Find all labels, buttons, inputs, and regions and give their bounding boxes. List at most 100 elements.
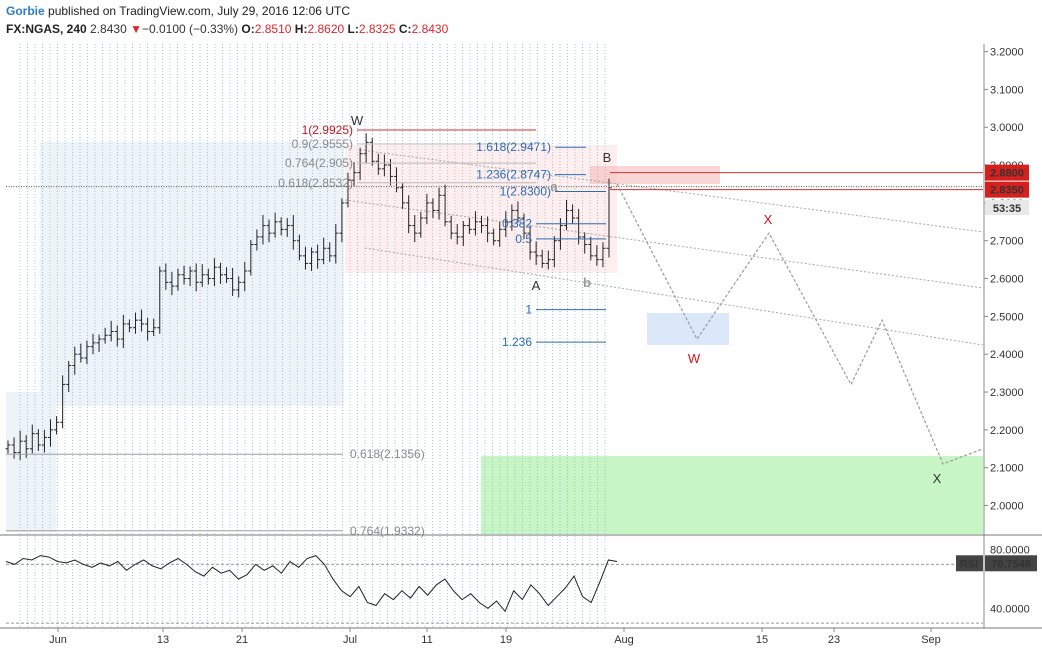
candle [296,234,302,261]
candle [600,242,606,268]
zone-correction [345,145,617,273]
channel-line [344,199,984,289]
candle [175,268,181,291]
wave-label: X [764,212,773,227]
candle [491,228,497,246]
author-name[interactable]: Gorbie [6,4,45,18]
rsi-tick-label: 80.0000 [990,545,1030,557]
time-axis: Jun 13 21 Jul 11 19 Aug 15 23 Sep [49,628,941,646]
wave-label: X [933,471,942,486]
candle [479,215,485,234]
fib-label: 1(2.9925) [302,123,353,137]
candle [533,241,539,265]
candle [254,229,260,251]
price-axis: 3.20003.10003.00002.90002.80002.70002.60… [983,0,1042,654]
time-tick-label: 21 [236,634,248,646]
fib-label: 1.618(2.9471) [476,140,551,154]
fib-label: 0.764(2.905) [285,156,353,170]
rsi-pane: 80.0000 40.0000 RSI 70.7548 [0,534,1042,629]
wave-label: W [351,113,364,128]
price-tag-label: 2.8350 [990,185,1024,197]
candle [126,319,132,333]
rsi-title-bg [956,555,983,572]
candle [114,325,120,347]
time-tick-label: 11 [421,634,432,646]
price-tick-label: 3.2000 [990,47,1024,59]
candle [17,430,23,461]
candle [594,245,600,266]
wave-label: W [688,351,701,366]
candle [369,137,375,166]
rsi-title: RSI [960,558,978,570]
candle [41,429,47,453]
candle [412,214,418,243]
price-tick-label: 2.4000 [990,349,1024,361]
candle [375,153,381,175]
candle [302,246,308,270]
candle [224,267,230,284]
candle [11,437,17,459]
candle [47,419,53,447]
candle [278,217,284,236]
candle [236,276,242,298]
price-tag-label: 2.8800 [990,168,1024,180]
close-value: 2.8430 [411,22,449,36]
rsi-line [5,555,618,613]
candle [217,262,223,284]
time-tick-label: Jul [343,634,357,646]
candle [315,244,321,269]
candle [466,218,472,234]
zone-b-resistance [590,166,720,184]
candle [327,242,333,262]
zone-w-target [647,313,729,345]
fib-label: 1(2.8300) [500,185,551,199]
candle [406,195,412,234]
wave-label: A [532,278,541,293]
wave-label: a [550,179,558,194]
candle [515,201,521,223]
candle [472,211,478,236]
candle [78,343,84,363]
candle [363,133,369,163]
candle [72,346,78,375]
candle [436,187,442,220]
candle [588,236,594,261]
time-tick-label: Aug [614,634,634,646]
candle [84,340,90,365]
candle [157,266,163,334]
publish-header: Gorbie published on TradingView.com, Jul… [6,3,350,20]
channel-line [364,247,984,346]
symbol-label[interactable]: FX:NGAS, 240 [6,22,87,36]
time-tick-label: 13 [157,634,169,646]
price-tick-label: 2.6000 [990,274,1024,286]
time-tick-label: 19 [500,634,512,646]
candle [448,215,454,240]
price-tick-label: 2.7000 [990,236,1024,248]
zone-rally [40,142,344,406]
candle [400,183,406,209]
candle [345,172,351,208]
candle [527,225,533,260]
candle [139,309,145,332]
candle [248,239,254,276]
change-value: −0.0100 (−0.33%) [141,22,239,36]
wave-label: B [603,150,612,165]
candle [309,247,315,271]
rsi-value-bg [985,555,1037,572]
candle [430,198,436,219]
candle [242,261,248,292]
candle [54,416,60,435]
wave-label: b [583,275,591,290]
candle [102,327,108,344]
price-tag [985,164,1029,181]
candle [29,424,35,454]
candle [272,212,278,238]
candle [284,218,290,237]
candle [60,375,66,429]
low-label: L: [347,22,359,36]
candle [35,429,41,452]
price-tick-label: 2.5000 [990,311,1024,323]
candle [503,211,509,237]
candle [333,224,339,264]
